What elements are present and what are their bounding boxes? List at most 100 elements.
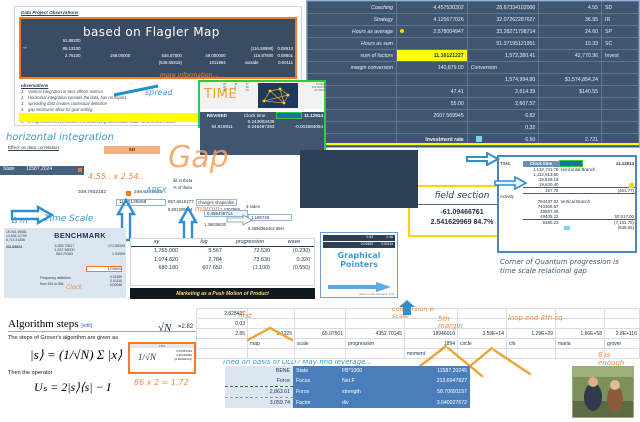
apex-metrics-panel: 348.7602182 246.6479639 111.0135658 857.… xyxy=(58,178,248,230)
apex-n9: 1.36636630 xyxy=(204,222,227,227)
table-row: (538.55818) 1011984 outside 0.00111 xyxy=(158,60,293,65)
table-row: 19,828.18 xyxy=(538,177,559,182)
pointer-value-row-2: 0.09405 0.00114 xyxy=(323,242,395,248)
apex-n5: 8.901309614 xyxy=(168,207,193,212)
changes-shape-label: changes shape/dim. xyxy=(196,199,238,206)
table-row: margin conversion 140,879.00 Conversion xyxy=(307,61,639,74)
table-row: 47.41 2,614.39 $140.55 xyxy=(307,85,639,98)
clock-annotation: Clock xyxy=(66,284,83,291)
list-item: 3. spreading data creates contextual defi… xyxy=(21,100,107,106)
horizontal-integration-panel: horizontal integration Effect on data co… xyxy=(0,128,200,178)
table-row: 1,537.58000 xyxy=(54,248,75,252)
annotation-8-is-enough: 8 is enough xyxy=(598,351,625,367)
bone-force-table: BENE State FB*1000 11587.20245 Force Foc… xyxy=(225,366,470,418)
clock-field[interactable] xyxy=(559,160,583,167)
annotation-first: first xyxy=(238,312,252,320)
table-row: 1,074.820 2.784 73.630 0.320 xyxy=(154,256,310,263)
table-row: (649.55) xyxy=(499,225,635,230)
annotation-86x2: 86 x 2 = 1.72 xyxy=(134,378,189,387)
mini-values: 28.29205 816.1608309 -217.85278 xyxy=(312,83,326,92)
apex-n11: 0.4556366402 85% xyxy=(248,226,285,231)
table-row: TIME Clock time 11.12914 xyxy=(500,160,634,167)
orange-marker-icon xyxy=(78,168,82,172)
yellow-divider xyxy=(307,143,639,145)
list-item: 1. Vertical integration or tiers affects … xyxy=(21,89,103,94)
subtitle-effect-on-data-correlation: Effect on data correlation xyxy=(8,145,59,150)
table-row: sum of factors 11.16121227 1,572,380.41 42,… xyxy=(307,49,639,62)
benchmark-panel: 19,361.49681 13,636.11795 5,715.31836 21… xyxy=(4,228,126,298)
arrow-right-icon-fieldsection xyxy=(466,151,501,168)
field-section-value-2: 2.541629969 84.7% xyxy=(430,219,494,226)
pct-of-theta-label: % of theta xyxy=(173,185,192,190)
table-row: 794437.02 Vertical Branch xyxy=(537,198,591,204)
edit-link[interactable]: [edit] xyxy=(81,323,93,329)
annotation-multiplication: 4.55.. x 2.54.. xyxy=(88,172,144,181)
data-project-observations-panel: Data Project Observations based on Flagl… xyxy=(14,6,302,126)
arrow-right-large-icon xyxy=(10,204,56,227)
annotation-tried-qld: Tried on basis of QLD? May find leverage… xyxy=(222,358,373,366)
observations-heading: observations xyxy=(21,83,49,88)
table-row: 36 9 28 xyxy=(223,86,249,89)
clock-time-field[interactable] xyxy=(276,112,303,119)
table-row: 1,574,994.80 $1,574,854.24 xyxy=(307,73,639,86)
flagler-map-table: based on Flagler Map 91.88200 ⇨ 89.13100… xyxy=(19,17,297,79)
horizontal-integration-title: horizontal integration xyxy=(6,132,114,143)
table-row: 36 10 17 xyxy=(223,83,249,86)
table-row: moment xyxy=(196,348,640,359)
time-branch-panel: TIME Clock time 11.12914 1,132,741.78 Hor… xyxy=(497,155,637,253)
yellow-dot-icon xyxy=(400,29,404,33)
three-sides-label: 3 sides xyxy=(246,204,260,209)
graphical-pointers-line2: Pointers xyxy=(340,260,378,270)
photo-thumbnail xyxy=(572,366,634,418)
lth-header: LTH xyxy=(130,344,194,348)
algorithm-paragraph: The steps of Grover's algorithm are give… xyxy=(8,335,118,341)
grover-formula-2: Uₛ = 2|s⟩⟨s| − I xyxy=(34,380,111,394)
yellow-highlight-bar xyxy=(19,113,297,122)
annotation-margin: margin xyxy=(195,205,220,213)
graphical-pointers-line1: Graphical xyxy=(337,251,381,260)
panel-title: Data Project Observations xyxy=(21,10,79,15)
table-row: 91.88200 xyxy=(62,38,81,43)
finance-summary-panel: Coaching 4.457530302 28.67334102000 4.55 SD … xyxy=(306,0,640,148)
annotation-more-information: more information... xyxy=(160,72,219,79)
orange-square-icon xyxy=(126,191,131,196)
list-item: 4. gap measures allow for goal setting xyxy=(21,106,93,112)
finance-table: Coaching 4.457530302 28.67334102000 4.55 SD … xyxy=(307,1,639,146)
cyan-marker-icon xyxy=(475,136,482,142)
apex-n7-box: 1.180740 xyxy=(248,214,292,221)
table-row: 197.78 (451.77) xyxy=(499,187,635,194)
annotation-loop-end: loop end 8th sq xyxy=(508,314,563,322)
spread-underline-stroke xyxy=(113,84,159,97)
field-section-value-1: -61.09466761 xyxy=(440,209,484,216)
time-header: TIME 36 10 17 36 9 28 36 9 23 28.29205 816.160 xyxy=(200,82,326,109)
graphical-pointers-panel: 0.83 0.46 0.09405 0.00114 Graphical Poin… xyxy=(320,232,398,298)
quantum-corner-caption: Corner of Quantum progression is time sc… xyxy=(500,258,619,276)
list-item: 2. Horizontal integration spreads the dat… xyxy=(21,94,127,100)
apex-n4: 857.6615277 xyxy=(168,199,194,204)
annotation-5th-margin: 5th margin xyxy=(438,315,463,331)
gap-word: Gap xyxy=(168,140,229,175)
table-row: 1,132,741.78 Horizontal Branch xyxy=(532,166,596,172)
table-row: Force Focus Net F 213.6947827 xyxy=(225,376,470,387)
pointer-arrow-icon xyxy=(327,281,393,295)
sqrt-equals-value: =2.82 xyxy=(178,324,194,330)
lattice-graph-thumbnail xyxy=(258,83,298,108)
table-row: map scale progression 1894 circle chi ma… xyxy=(196,338,640,349)
benchmark-left-column: 19,361.49681 13,636.11795 5,715.31836 21… xyxy=(6,230,27,249)
frequency-values: 0.01159 0.01115 0.00046 xyxy=(109,275,122,287)
table-row: 6480.23 (7,131.78) xyxy=(499,218,635,225)
time-mini-panel: TIME 36 10 17 36 9 28 36 9 23 28.29205 816.160 xyxy=(198,80,326,155)
table-row: 3,059.74 Factor div 3.640027672 xyxy=(225,397,470,408)
time-scale-label: Time Scale xyxy=(44,214,94,224)
apex-n2: 246.6479639 xyxy=(134,190,163,195)
from-range-label: from 931 to 951 xyxy=(40,282,64,286)
lth-value-box: LTH 1/√N 0.55355393 0.36239660 (0.006002… xyxy=(128,342,196,374)
table-row: 583.29383 1.54959 xyxy=(56,252,125,256)
benchmark-highlighted-value: 1.03800 xyxy=(86,266,122,272)
then-operator-text: Then the operator xyxy=(8,370,53,376)
table-row: 740369.57 xyxy=(537,203,559,209)
lth-values: 0.55355393 0.36239660 (0.00600211) xyxy=(174,349,192,361)
time-body: REVISED Clock time 11.12914 0.243902439 … xyxy=(200,112,324,155)
table-row: 0.243902439 xyxy=(247,119,275,124)
table-row: 49405.22 50,517.00 xyxy=(540,213,634,219)
